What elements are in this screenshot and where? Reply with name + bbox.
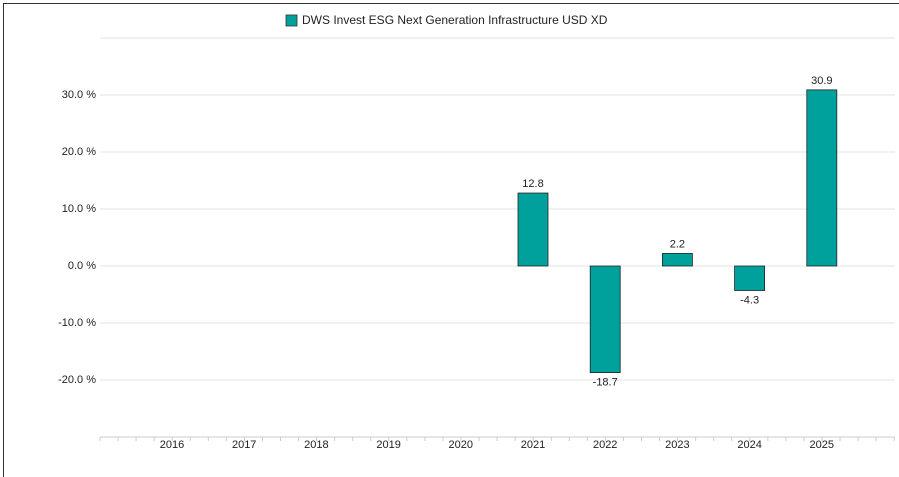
x-tick-label: 2023	[665, 439, 689, 451]
x-tick-label: 2020	[449, 439, 473, 451]
x-tick-label: 2016	[160, 439, 184, 451]
bar	[517, 192, 549, 267]
bar	[589, 265, 621, 373]
data-label: 2.2	[670, 238, 685, 250]
data-label: -18.7	[593, 376, 618, 388]
y-tick-label: 10.0 %	[62, 203, 96, 215]
data-label: 12.8	[522, 178, 543, 190]
frame	[3, 3, 899, 477]
y-tick-label: -20.0 %	[58, 374, 96, 386]
x-tick-label: 2025	[810, 439, 834, 451]
x-tick-label: 2022	[593, 439, 617, 451]
y-tick-label: 30.0 %	[62, 89, 96, 101]
y-tick-label: 20.0 %	[62, 146, 96, 158]
x-tick-label: 2019	[376, 439, 400, 451]
bar	[734, 265, 765, 291]
x-tick-label: 2021	[521, 439, 545, 451]
x-tick-label: 2024	[737, 439, 761, 451]
legend-label: DWS Invest ESG Next Generation Infrastru…	[302, 13, 608, 27]
y-tick-label: 0.0 %	[68, 260, 96, 272]
legend-swatch	[285, 14, 298, 27]
y-tick-label: -10.0 %	[58, 317, 96, 329]
bar	[806, 89, 838, 267]
x-tick-label: 2018	[304, 439, 328, 451]
data-label: 30.9	[811, 75, 832, 87]
bar	[662, 253, 693, 267]
data-label: -4.3	[740, 294, 759, 306]
x-tick-label: 2017	[232, 439, 256, 451]
